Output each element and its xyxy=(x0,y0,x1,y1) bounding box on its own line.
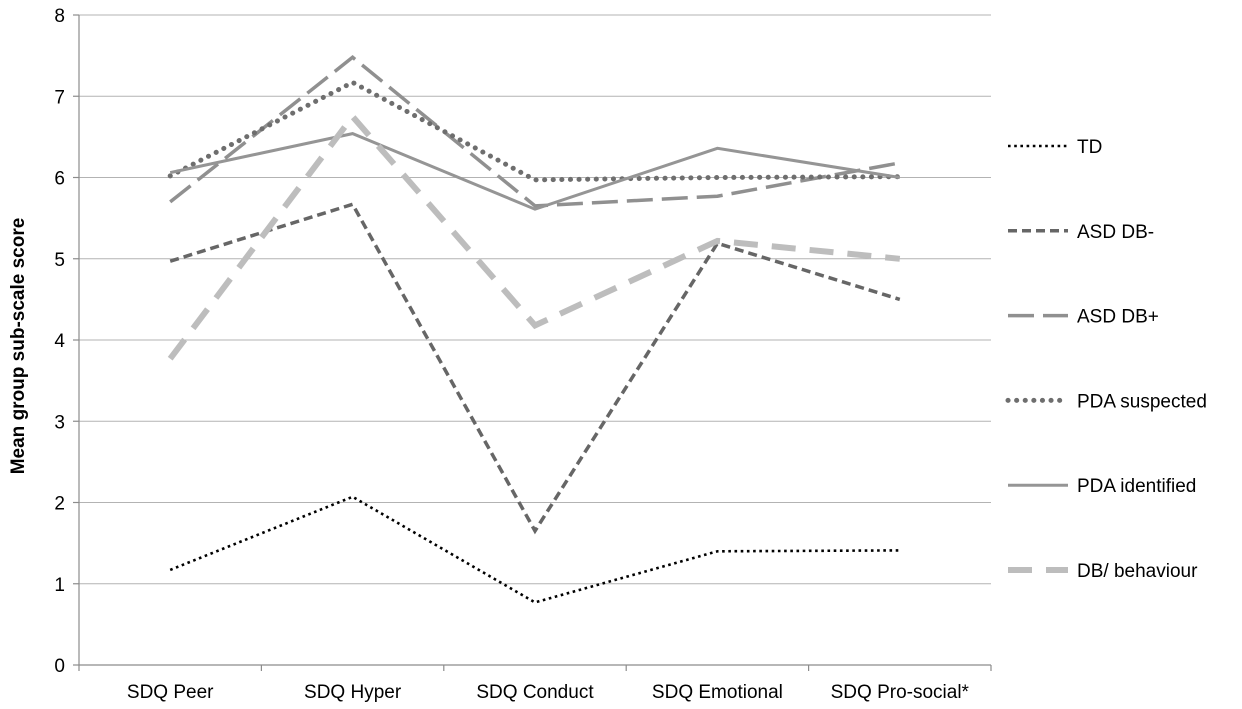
axes xyxy=(73,14,992,671)
legend-label: ASD DB+ xyxy=(1077,307,1159,328)
legend-label: TD xyxy=(1077,137,1102,158)
x-tick-label: SDQ Pro-social* xyxy=(831,682,970,703)
series-line xyxy=(169,202,901,535)
series-line xyxy=(167,111,901,361)
x-tick-label: SDQ Emotional xyxy=(652,682,783,703)
y-tick-label: 3 xyxy=(54,412,65,433)
x-tick-label: SDQ Peer xyxy=(127,682,214,703)
y-tick-labels: 0 1 2 3 4 5 6 7 8 xyxy=(54,6,65,677)
y-tick-label: 1 xyxy=(54,575,65,596)
y-tick-label: 7 xyxy=(54,87,65,108)
series-line xyxy=(167,79,903,183)
y-tick-label: 8 xyxy=(54,6,65,27)
legend-label: DB/ behaviour xyxy=(1077,561,1198,582)
y-tick-label: 6 xyxy=(54,169,65,190)
y-tick-label: 0 xyxy=(54,656,65,677)
series-line xyxy=(169,55,901,208)
legend-label: ASD DB- xyxy=(1077,222,1154,243)
legend-label: PDA suspected xyxy=(1077,391,1207,412)
series-lines xyxy=(167,55,903,604)
gridlines xyxy=(79,14,991,585)
x-tick-label: SDQ Conduct xyxy=(476,682,594,703)
x-tick-label: SDQ Hyper xyxy=(304,682,402,703)
legend-label: PDA identified xyxy=(1077,476,1196,497)
y-tick-label: 4 xyxy=(54,331,65,352)
series-line xyxy=(169,495,900,604)
series-line xyxy=(169,132,901,211)
y-tick-label: 5 xyxy=(54,250,65,271)
y-axis-label: Mean group sub-scale score xyxy=(8,218,29,475)
x-tick-labels: SDQ Peer SDQ Hyper SDQ Conduct SDQ Emotiona… xyxy=(127,682,970,703)
legend: TD ASD DB- ASD DB+ PDA suspected PDA identif… xyxy=(1005,137,1207,582)
y-tick-label: 2 xyxy=(54,494,65,515)
